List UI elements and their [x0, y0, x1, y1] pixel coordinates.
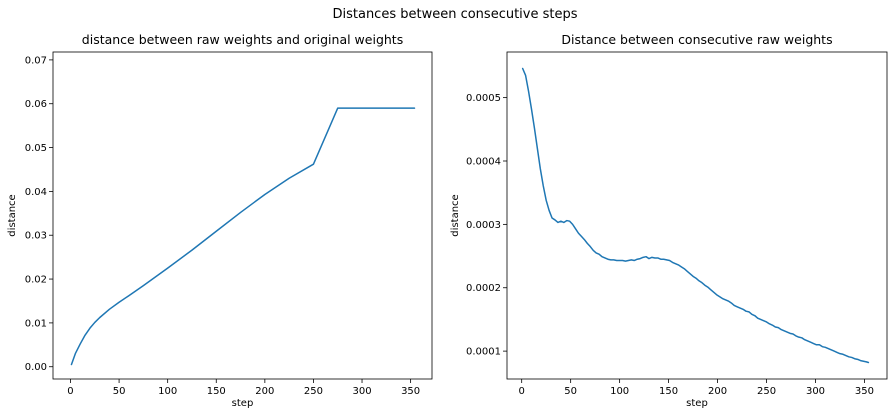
y-tick-label: 0.07: [25, 55, 47, 66]
x-tick-label: 50: [113, 386, 126, 397]
x-tick-label: 100: [610, 386, 629, 397]
x-tick-label: 150: [207, 386, 226, 397]
x-tick-label: 250: [757, 386, 776, 397]
plot-frame: [506, 51, 888, 380]
y-tick-label: 0.03: [25, 231, 47, 242]
x-tick-label: 300: [806, 386, 825, 397]
y-tick-label: 0.0002: [466, 283, 501, 294]
x-tick-label: 250: [304, 386, 323, 397]
y-tick-label: 0.0005: [466, 93, 501, 104]
y-tick-label: 0.0004: [466, 157, 501, 168]
figure-suptitle: Distances between consecutive steps: [332, 7, 577, 22]
series-line-0: [70, 107, 416, 366]
y-tick-label: 0.0001: [466, 347, 501, 358]
y-tick-label: 0.00: [25, 362, 47, 373]
x-tick-label: 100: [158, 386, 177, 397]
x-tick-label: 350: [401, 386, 420, 397]
y-tick-label: 0.02: [25, 275, 47, 286]
y-tick-label: 0.04: [25, 187, 47, 198]
x-tick-label: 50: [564, 386, 577, 397]
x-tick-label: 150: [659, 386, 678, 397]
x-tick-label: 350: [855, 386, 874, 397]
chart-title: Distance between consecutive raw weights: [561, 32, 832, 47]
x-tick-label: 300: [352, 386, 371, 397]
y-tick-label: 0.06: [25, 99, 47, 110]
y-tick-label: 0.01: [25, 318, 47, 329]
x-tick-label: 0: [519, 386, 525, 397]
y-tick-label: 0.0003: [466, 220, 501, 231]
x-tick-label: 200: [255, 386, 274, 397]
y-tick-label: 0.05: [25, 143, 47, 154]
y-axis-label: distance: [450, 194, 461, 236]
series-line-0: [521, 67, 870, 364]
x-axis-label: step: [686, 398, 708, 409]
plot-frame: [52, 51, 433, 380]
y-axis-label: distance: [7, 194, 18, 236]
chart-title: distance between raw weights and origina…: [82, 32, 403, 47]
x-axis-label: step: [232, 398, 254, 409]
right-chart: 0 50 100 150 200 250 300 350 0.0001 0.0002 0.0003 0…: [450, 32, 888, 409]
x-tick-label: 200: [708, 386, 727, 397]
x-tick-label: 0: [67, 386, 73, 397]
left-chart: 0 50 100 150 200 250 300 350 0.00 0.01 0.02 0.03 0.0…: [7, 32, 433, 409]
